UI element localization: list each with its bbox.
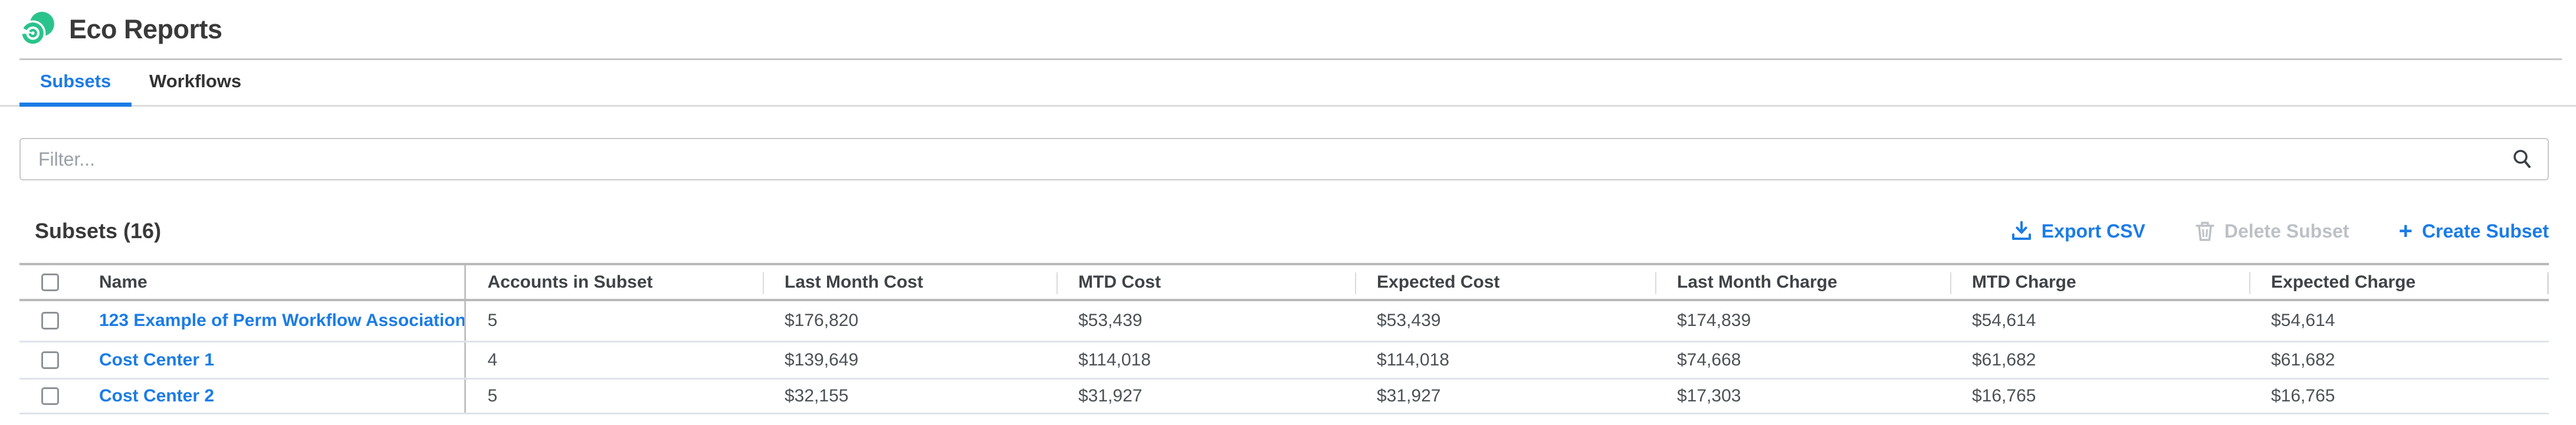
- cell-last-month-cost: $176,820: [763, 300, 1056, 342]
- filter-input[interactable]: [19, 138, 2549, 180]
- cell-last-month-charge: $174,839: [1655, 300, 1950, 342]
- select-all-checkbox[interactable]: [41, 273, 59, 291]
- column-header-expected-charge: Expected Charge: [2249, 263, 2549, 301]
- table-row: 123 Example of Perm Workflow Association…: [19, 300, 2549, 342]
- create-subset-button[interactable]: + Create Subset: [2398, 218, 2549, 244]
- delete-subset-label: Delete Subset: [2224, 220, 2349, 242]
- tab-bar: Subsets Workflows: [0, 60, 2576, 107]
- cell-expected-charge: $61,682: [2249, 341, 2549, 380]
- plus-icon: +: [2398, 218, 2413, 244]
- download-icon: [2011, 221, 2031, 240]
- column-header-expected-cost: Expected Cost: [1355, 263, 1655, 301]
- column-header-name: Name: [99, 272, 147, 292]
- cell-accounts: 4: [464, 341, 763, 380]
- tab-workflows[interactable]: Workflows: [149, 71, 242, 91]
- cell-last-month-cost: $32,155: [763, 378, 1056, 414]
- row-checkbox[interactable]: [41, 312, 59, 330]
- delete-subset-button[interactable]: Delete Subset: [2195, 220, 2349, 242]
- cell-expected-cost: $114,018: [1355, 341, 1655, 380]
- section-header: Subsets (16) Export CSV Delete Sub: [19, 215, 2549, 248]
- cell-mtd-charge: $61,682: [1950, 341, 2249, 380]
- cell-expected-cost: $31,927: [1355, 378, 1655, 414]
- cell-mtd-cost: $114,018: [1056, 341, 1355, 380]
- tab-subsets[interactable]: Subsets: [19, 60, 132, 107]
- action-buttons: Export CSV Delete Subset + Create Subset: [2011, 218, 2549, 244]
- densify-logo-icon: [19, 12, 54, 46]
- cell-mtd-charge: $54,614: [1950, 300, 2249, 342]
- column-header-last-month-cost: Last Month Cost: [763, 263, 1056, 301]
- cell-expected-charge: $16,765: [2249, 378, 2549, 414]
- cell-last-month-charge: $17,303: [1655, 378, 1950, 414]
- column-header-last-month-charge: Last Month Charge: [1655, 263, 1950, 301]
- create-subset-label: Create Subset: [2421, 220, 2549, 242]
- cell-expected-cost: $53,439: [1355, 300, 1655, 342]
- filter-bar: [19, 138, 2549, 180]
- export-csv-button[interactable]: Export CSV: [2011, 220, 2145, 242]
- cell-mtd-cost: $31,927: [1056, 378, 1355, 414]
- table-header-row: Name Accounts in Subset Last Month Cost …: [19, 263, 2549, 301]
- column-header-mtd-cost: MTD Cost: [1056, 263, 1355, 301]
- cell-mtd-charge: $16,765: [1950, 378, 2249, 414]
- cell-mtd-cost: $53,439: [1056, 300, 1355, 342]
- subset-name-link[interactable]: 123 Example of Perm Workflow Association: [99, 311, 465, 331]
- subset-name-link[interactable]: Cost Center 2: [99, 386, 215, 406]
- cell-last-month-charge: $74,668: [1655, 341, 1950, 380]
- table-row: Cost Center 1 4 $139,649 $114,018 $114,0…: [19, 341, 2549, 380]
- export-csv-label: Export CSV: [2041, 220, 2145, 242]
- table-row: Cost Center 2 5 $32,155 $31,927 $31,927 …: [19, 378, 2549, 414]
- app-header: Eco Reports: [19, 8, 222, 51]
- subset-name-link[interactable]: Cost Center 1: [99, 350, 215, 370]
- column-header-mtd-charge: MTD Charge: [1950, 263, 2249, 301]
- subsets-table: Name Accounts in Subset Last Month Cost …: [19, 263, 2549, 414]
- column-header-accounts: Accounts in Subset: [464, 263, 763, 301]
- row-checkbox[interactable]: [41, 387, 59, 405]
- search-icon: [2513, 150, 2531, 168]
- header-divider: [19, 58, 2562, 60]
- cell-last-month-cost: $139,649: [763, 341, 1056, 380]
- cell-accounts: 5: [464, 378, 763, 414]
- cell-accounts: 5: [464, 300, 763, 342]
- row-checkbox[interactable]: [41, 351, 59, 369]
- trash-icon: [2196, 222, 2214, 241]
- page-title: Eco Reports: [69, 14, 222, 44]
- subsets-count-heading: Subsets (16): [35, 219, 162, 243]
- cell-expected-charge: $54,614: [2249, 300, 2549, 342]
